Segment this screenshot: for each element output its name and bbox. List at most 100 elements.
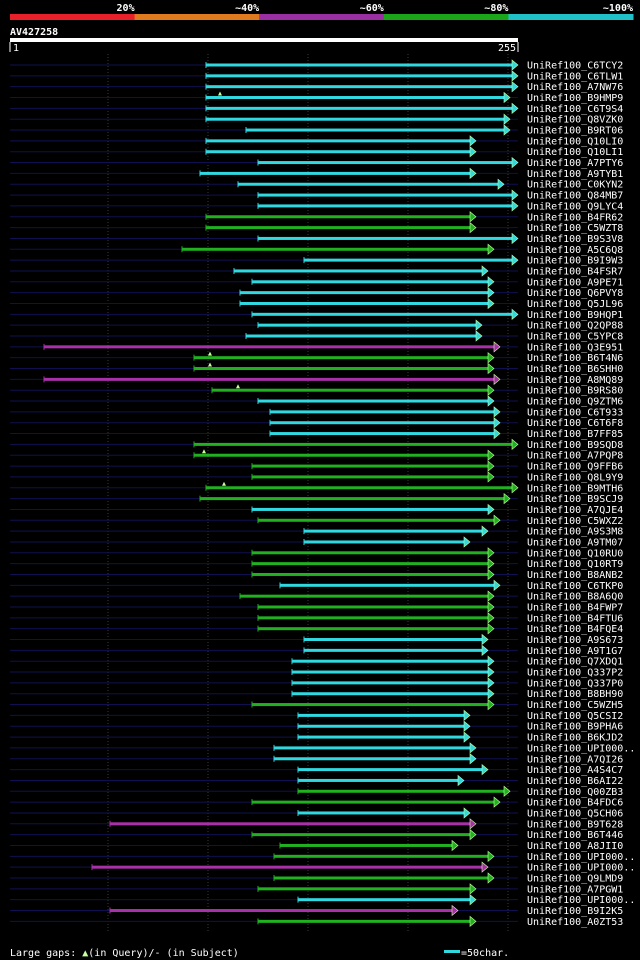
hit-label[interactable]: UniRef100_B9PHA6: [527, 722, 623, 733]
hit-label[interactable]: UniRef100_A9T1G7: [527, 646, 623, 657]
hit-label[interactable]: UniRef100_C6TKP0: [527, 581, 623, 592]
hit-row[interactable]: UniRef100_C6TCY2: [10, 59, 623, 72]
hit-row[interactable]: UniRef100_B9RT06: [10, 124, 623, 137]
hit-row[interactable]: UniRef100_B6SHH0: [10, 362, 623, 376]
hit-row[interactable]: UniRef100_B8A6Q0: [10, 590, 623, 603]
hit-row[interactable]: UniRef100_Q8VZK0: [10, 113, 623, 126]
hit-row[interactable]: UniRef100_A9TM07: [10, 536, 623, 549]
hit-row[interactable]: UniRef100_B9MTH6: [10, 481, 623, 495]
hit-label[interactable]: UniRef100_C5WZT8: [527, 223, 623, 234]
hit-row[interactable]: UniRef100_C6TLW1: [10, 70, 623, 83]
hit-label[interactable]: UniRef100_A9TYB1: [527, 169, 623, 180]
hit-row[interactable]: UniRef100_Q00ZB3: [10, 785, 623, 798]
hit-label[interactable]: UniRef100_Q337P2: [527, 668, 623, 679]
hit-row[interactable]: UniRef100_Q9LMD9: [10, 872, 623, 885]
hit-label[interactable]: UniRef100_Q10LI1: [527, 147, 623, 158]
hit-row[interactable]: UniRef100_Q84MB7: [10, 189, 623, 202]
hit-row[interactable]: UniRef100_B8BH90: [10, 688, 623, 701]
hit-row[interactable]: UniRef100_A9S3M8: [10, 525, 623, 538]
hit-label[interactable]: UniRef100_Q8L9Y9: [527, 472, 623, 483]
hit-label[interactable]: UniRef100_B6AI22: [527, 776, 623, 787]
hit-label[interactable]: UniRef100_A7NW76: [527, 82, 623, 93]
hit-row[interactable]: UniRef100_UPI000..: [10, 894, 635, 907]
hit-row[interactable]: UniRef100_B6T446: [10, 828, 623, 842]
hit-label[interactable]: UniRef100_B9MTH6: [527, 483, 623, 494]
hit-label[interactable]: UniRef100_B4FDC6: [527, 798, 623, 809]
hit-label[interactable]: UniRef100_A7PGW1: [527, 884, 623, 895]
hit-label[interactable]: UniRef100_Q2QP88: [527, 321, 623, 332]
hit-row[interactable]: UniRef100_Q10LI0: [10, 135, 623, 148]
hit-label[interactable]: UniRef100_UPI000..: [527, 863, 635, 874]
hit-row[interactable]: UniRef100_A4S4C7: [10, 763, 623, 777]
hit-label[interactable]: UniRef100_A8MQ89: [527, 375, 623, 386]
hit-row[interactable]: UniRef100_B9S3V8: [10, 232, 623, 245]
hit-row[interactable]: UniRef100_Q5CSI2: [10, 709, 623, 722]
hit-label[interactable]: UniRef100_B6T4N6: [527, 353, 623, 364]
hit-label[interactable]: UniRef100_C6TCY2: [527, 61, 623, 72]
hit-label[interactable]: UniRef100_A7QI26: [527, 754, 623, 765]
hit-row[interactable]: UniRef100_Q3E951: [10, 341, 623, 354]
hit-label[interactable]: UniRef100_B9S3V8: [527, 234, 623, 245]
hit-label[interactable]: UniRef100_Q9LYC4: [527, 201, 623, 212]
hit-label[interactable]: UniRef100_Q10RU0: [527, 548, 623, 559]
hit-label[interactable]: UniRef100_C6T9S4: [527, 104, 623, 115]
hit-row[interactable]: UniRef100_A7NW76: [10, 81, 623, 94]
hit-label[interactable]: UniRef100_Q9LMD9: [527, 874, 623, 885]
hit-row[interactable]: UniRef100_B9HQP1: [10, 308, 623, 321]
hit-label[interactable]: UniRef100_Q10RT9: [527, 559, 623, 570]
hit-label[interactable]: UniRef100_B9I2K5: [527, 906, 623, 917]
hit-row[interactable]: UniRef100_A7PQP8: [10, 449, 623, 462]
hit-label[interactable]: UniRef100_B6SHH0: [527, 364, 623, 375]
hit-row[interactable]: UniRef100_Q10RT9: [10, 557, 623, 571]
hit-row[interactable]: UniRef100_A9T1G7: [10, 644, 623, 657]
hit-label[interactable]: UniRef100_C5YPC8: [527, 332, 623, 343]
hit-label[interactable]: UniRef100_A5C6Q8: [527, 245, 623, 256]
hit-label[interactable]: UniRef100_B8A6Q0: [527, 592, 623, 603]
hit-row[interactable]: UniRef100_A8MQ89: [10, 373, 623, 386]
hit-row[interactable]: UniRef100_Q6PVY8: [10, 286, 623, 300]
hit-row[interactable]: UniRef100_Q5JL96: [10, 297, 623, 310]
hit-row[interactable]: UniRef100_A7QI26: [10, 753, 623, 766]
hit-row[interactable]: UniRef100_B9PHA6: [10, 720, 623, 733]
hit-label[interactable]: UniRef100_Q84MB7: [527, 191, 623, 202]
hit-label[interactable]: UniRef100_B4FTU6: [527, 613, 623, 624]
hit-label[interactable]: UniRef100_Q10LI0: [527, 136, 623, 147]
hit-row[interactable]: UniRef100_B6AI22: [10, 774, 623, 787]
hit-row[interactable]: UniRef100_C5WZH5: [10, 698, 623, 712]
hit-label[interactable]: UniRef100_B8ANB2: [527, 570, 623, 581]
hit-row[interactable]: UniRef100_A7PTY6: [10, 156, 623, 170]
hit-row[interactable]: UniRef100_A7PGW1: [10, 883, 623, 896]
hit-row[interactable]: UniRef100_C0KYN2: [10, 178, 623, 191]
hit-label[interactable]: UniRef100_C6T933: [527, 407, 623, 418]
hit-row[interactable]: UniRef100_A0ZT53: [10, 915, 623, 928]
hit-label[interactable]: UniRef100_A9PE71: [527, 277, 623, 288]
hit-label[interactable]: UniRef100_C0KYN2: [527, 180, 623, 191]
hit-label[interactable]: UniRef100_UPI000..: [527, 852, 635, 863]
hit-label[interactable]: UniRef100_B9HMP9: [527, 93, 623, 104]
hit-label[interactable]: UniRef100_A9S3M8: [527, 527, 623, 538]
hit-row[interactable]: UniRef100_B9I9W3: [10, 254, 623, 267]
hit-row[interactable]: UniRef100_A8JII0: [10, 839, 623, 852]
hit-label[interactable]: UniRef100_B9SQD8: [527, 440, 623, 451]
hit-row[interactable]: UniRef100_B4FSR7: [10, 265, 623, 278]
hit-label[interactable]: UniRef100_A0ZT53: [527, 917, 623, 928]
hit-label[interactable]: UniRef100_B4FR62: [527, 212, 623, 223]
hit-label[interactable]: UniRef100_B4FSR7: [527, 266, 623, 277]
hit-row[interactable]: UniRef100_C5WZT8: [10, 221, 623, 235]
hit-label[interactable]: UniRef100_A7PTY6: [527, 158, 623, 169]
hit-label[interactable]: UniRef100_B9SCJ9: [527, 494, 623, 505]
hit-label[interactable]: UniRef100_Q5CSI2: [527, 711, 623, 722]
hit-label[interactable]: UniRef100_UPI000..: [527, 895, 635, 906]
hit-label[interactable]: UniRef100_B4FQE4: [527, 624, 623, 635]
hit-label[interactable]: UniRef100_Q7XDQ1: [527, 657, 623, 668]
hit-row[interactable]: UniRef100_Q8L9Y9: [10, 471, 623, 484]
hit-label[interactable]: UniRef100_B9RS80: [527, 386, 623, 397]
hit-label[interactable]: UniRef100_B6T446: [527, 830, 623, 841]
hit-label[interactable]: UniRef100_Q5JL96: [527, 299, 623, 310]
hit-label[interactable]: UniRef100_B8BH90: [527, 689, 623, 700]
hit-row[interactable]: UniRef100_Q9ZTM6: [10, 395, 623, 408]
hit-row[interactable]: UniRef100_Q7XDQ1: [10, 655, 623, 668]
hit-row[interactable]: UniRef100_B7FF85: [10, 427, 623, 441]
hit-row[interactable]: UniRef100_Q2QP88: [10, 319, 623, 332]
hit-label[interactable]: UniRef100_Q5CH06: [527, 808, 623, 819]
